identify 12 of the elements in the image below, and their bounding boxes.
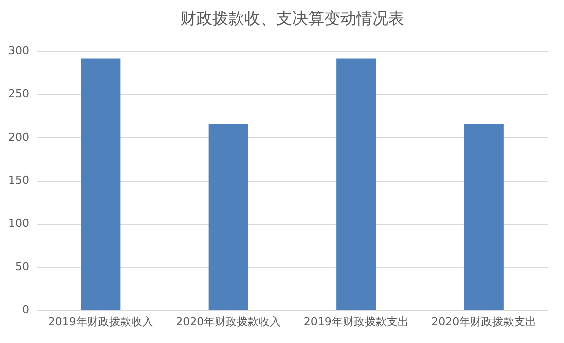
y-tick-label: 200 xyxy=(8,130,30,144)
y-tick-label: 150 xyxy=(8,174,30,187)
x-tick-label: 2020年财政拨款收入 xyxy=(176,316,282,328)
y-tick-label: 250 xyxy=(8,88,30,101)
chart-title: 财政拨款收、支决算变动情况表 xyxy=(180,9,404,28)
y-tick-label: 100 xyxy=(8,217,30,230)
y-tick-label: 50 xyxy=(16,260,30,274)
x-tick-label: 2020年财政拨款支出 xyxy=(432,316,537,328)
x-tick-label: 2019年财政拨款收入 xyxy=(48,316,154,328)
y-tick-label: 0 xyxy=(22,304,30,316)
x-tick-label: 2019年财政拨款支出 xyxy=(304,316,409,328)
y-tick-label: 300 xyxy=(8,44,30,58)
